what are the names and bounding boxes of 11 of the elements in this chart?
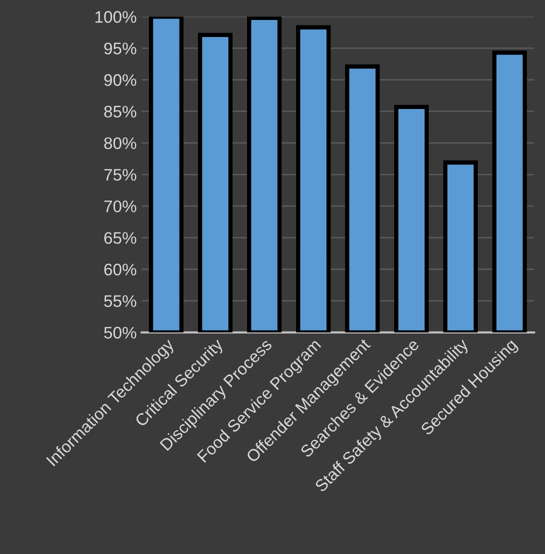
y-tick-label: 100%: [95, 11, 136, 23]
y-tick-label: 55%: [104, 295, 136, 308]
y-tick-label: 85%: [104, 106, 136, 118]
y-tick-label: 50%: [104, 326, 136, 339]
y-tick-label: 70%: [104, 200, 136, 212]
y-tick-label: 60%: [104, 264, 136, 276]
y-tick-label: 90%: [104, 74, 136, 86]
y-tick-label: 75%: [104, 168, 136, 181]
y-tick-label: 80%: [104, 137, 136, 150]
y-tick-label: 65%: [104, 232, 136, 244]
y-tick-label: 95%: [104, 42, 136, 54]
